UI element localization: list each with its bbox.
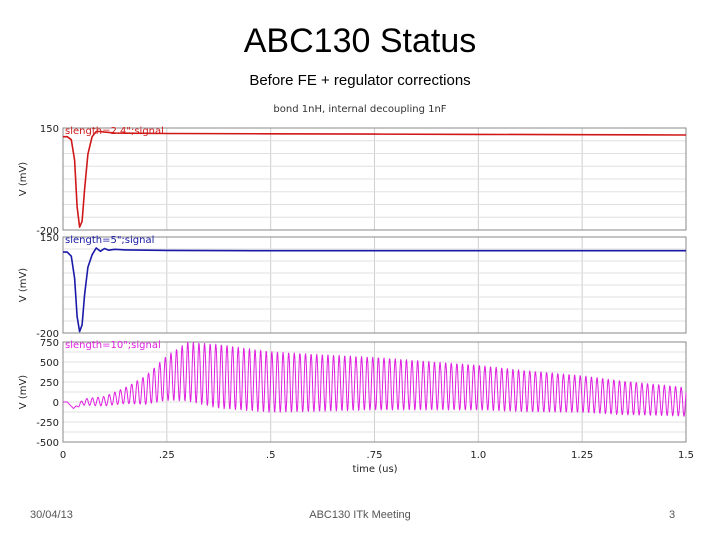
panel-label: slength=2.4";signal <box>65 126 164 137</box>
slide-title: ABC130 Status <box>243 22 477 60</box>
signal-trace <box>63 130 687 228</box>
signal-trace <box>63 247 686 333</box>
x-tick-label: .75 <box>367 450 383 461</box>
signal-trace <box>62 341 687 417</box>
y-tick-label: -250 <box>36 418 59 429</box>
y-tick-label: -500 <box>36 438 59 449</box>
y-axis-label: V (mV) <box>18 162 29 197</box>
slide-subtitle: Before FE + regulator corrections <box>249 72 471 89</box>
chart-title: bond 1nH, internal decoupling 1nF <box>273 104 446 115</box>
y-tick-label: 150 <box>40 124 59 135</box>
y-tick-label: 500 <box>40 358 59 369</box>
y-tick-label: 0 <box>53 398 59 409</box>
y-tick-label: 250 <box>40 378 59 389</box>
plot-frame <box>62 127 687 231</box>
y-tick-label: 750 <box>40 338 59 349</box>
y-tick-label: -200 <box>36 226 59 237</box>
x-tick-label: 0 <box>60 450 66 461</box>
panel-label: slength=10";signal <box>65 340 161 351</box>
x-tick-label: 1.0 <box>470 450 486 461</box>
x-tick-label: 1.5 <box>678 450 694 461</box>
footer-date: 30/04/13 <box>30 509 73 521</box>
y-tick-label: -200 <box>36 329 59 340</box>
y-axis-label: V (mV) <box>18 268 29 303</box>
y-axis-label: V (mV) <box>18 375 29 410</box>
plot-frame <box>62 341 687 443</box>
x-tick-label: 1.25 <box>571 450 593 461</box>
x-axis-label: time (us) <box>352 464 397 475</box>
panel-label: slength=5";signal <box>65 235 154 246</box>
x-tick-label: .25 <box>159 450 175 461</box>
plot-frame <box>62 236 687 334</box>
page-number: 3 <box>669 509 676 521</box>
y-tick-label: 150 <box>40 233 59 244</box>
footer-meeting: ABC130 ITk Meeting <box>309 509 411 521</box>
x-tick-label: .5 <box>266 450 276 461</box>
